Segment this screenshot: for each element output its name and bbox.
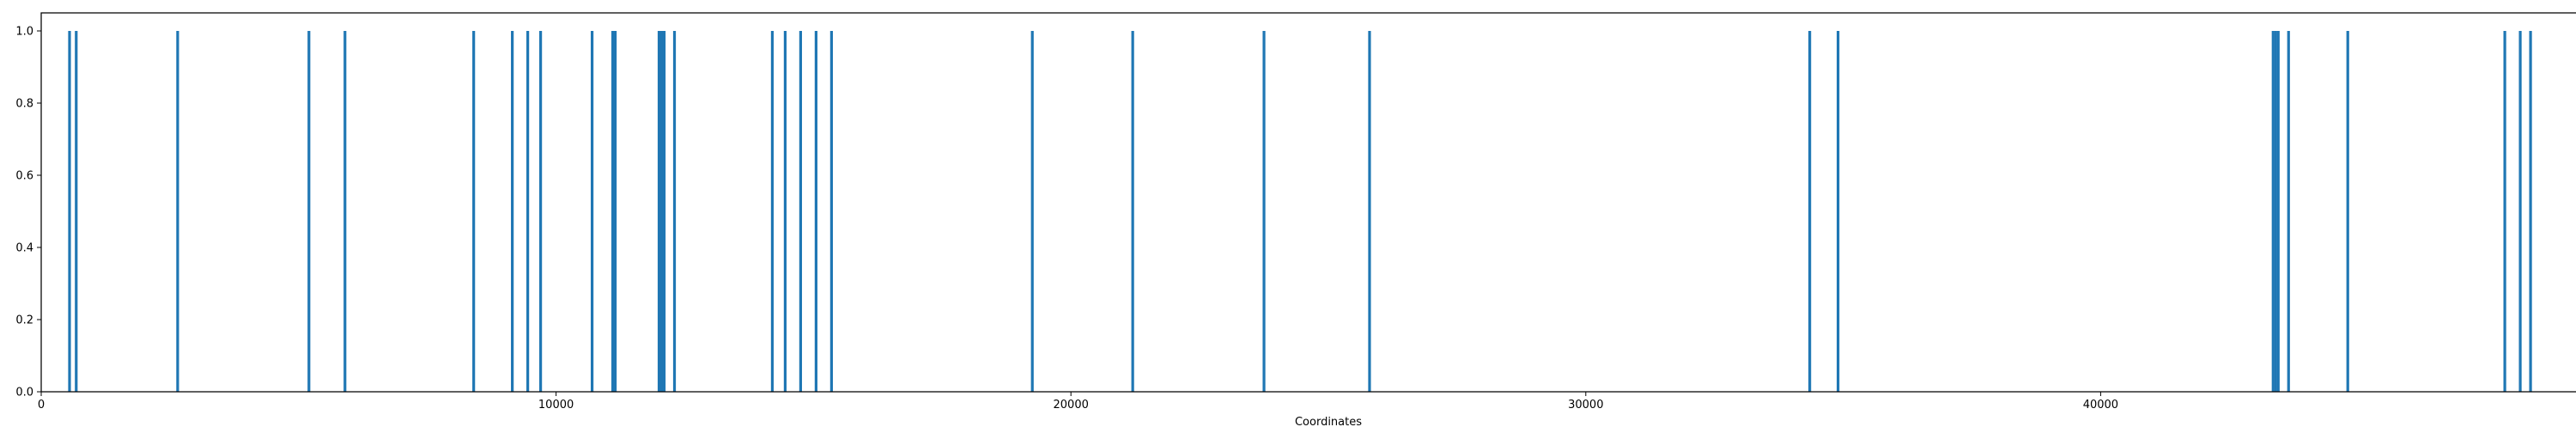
bar [783, 31, 787, 392]
bar [68, 31, 71, 392]
bar [1808, 31, 1812, 392]
x-axis-label: Coordinates [1295, 416, 1362, 429]
x-tick-label: 30000 [1568, 399, 1603, 412]
bar [770, 31, 775, 392]
bar [2503, 31, 2506, 392]
x-tick-label: 20000 [1054, 399, 1089, 412]
bar [657, 31, 661, 392]
x-tick-label: 40000 [2083, 399, 2118, 412]
bar [539, 31, 543, 392]
bar [176, 31, 179, 392]
bar [2274, 31, 2277, 392]
bar [2271, 31, 2275, 392]
y-tick-label: 1.0 [15, 26, 33, 39]
bar [799, 31, 803, 392]
y-tick-label: 0.0 [15, 387, 33, 399]
y-tick-label: 0.2 [15, 314, 33, 327]
bar [75, 31, 78, 392]
bar [526, 31, 530, 392]
bar [829, 31, 833, 392]
bar [1131, 31, 1134, 392]
x-axis: 01000020000300004000050000 [38, 392, 2118, 412]
bar [613, 31, 617, 392]
bar [672, 31, 677, 392]
bar [307, 31, 311, 392]
bar [1368, 31, 1371, 392]
bar [1030, 31, 1034, 392]
bar [472, 31, 476, 392]
bar [659, 31, 664, 392]
bar [2287, 31, 2290, 392]
bar [343, 31, 347, 392]
bar [1262, 31, 1266, 392]
x-tick-label: 0 [38, 399, 45, 412]
bar [2518, 31, 2522, 392]
y-tick-label: 0.6 [15, 170, 33, 183]
plot-frame [40, 12, 2576, 393]
bar [662, 31, 666, 392]
bar [1837, 31, 1840, 392]
bar [814, 31, 817, 392]
bar [2346, 31, 2349, 392]
bar [611, 31, 615, 392]
bar [511, 31, 514, 392]
bar [2276, 31, 2280, 392]
y-axis: 0.0 0.2 0.4 0.6 0.8 1.0 [15, 26, 41, 399]
y-tick-label: 0.4 [15, 242, 33, 255]
bar [2529, 31, 2532, 392]
x-tick-label: 10000 [538, 399, 574, 412]
bars-group [68, 31, 2532, 392]
y-tick-label: 0.8 [15, 98, 33, 111]
bar [590, 31, 594, 392]
